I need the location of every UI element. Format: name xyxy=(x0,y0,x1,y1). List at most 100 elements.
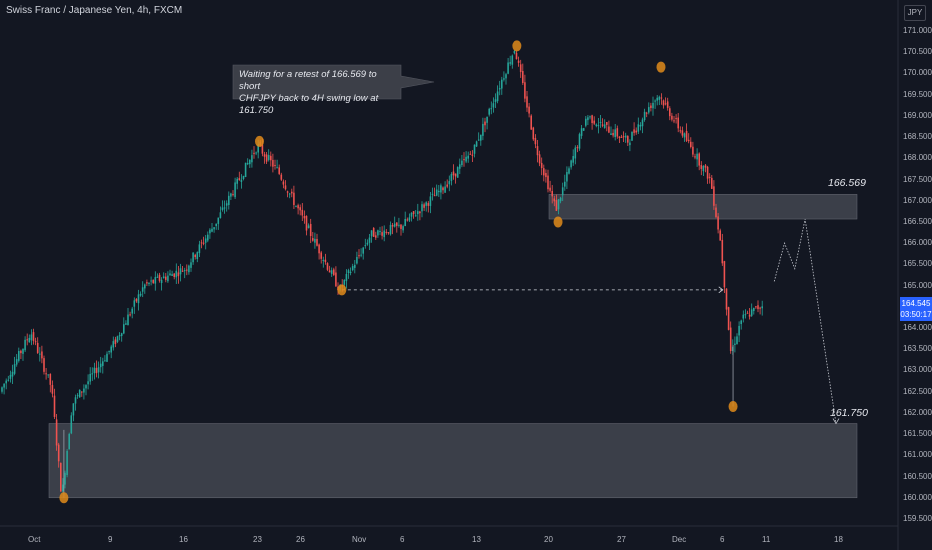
price-tick-label: 170.000 xyxy=(903,68,932,78)
currency-button[interactable]: JPY xyxy=(904,5,926,21)
candle-body xyxy=(744,314,747,316)
candle-body xyxy=(643,111,646,120)
candle-body xyxy=(738,325,740,336)
candle-body xyxy=(55,419,58,446)
time-tick-label: 20 xyxy=(544,535,553,544)
time-tick-label: 26 xyxy=(296,535,305,544)
candle-body xyxy=(381,232,383,236)
candle-body xyxy=(597,125,600,127)
candle-body xyxy=(358,255,360,257)
candle-body xyxy=(482,123,484,136)
time-tick-label: 6 xyxy=(720,535,725,544)
price-tick-label: 169.500 xyxy=(903,89,932,99)
annotation-callout[interactable]: Waiting for a retest of 166.569 to short… xyxy=(233,65,401,116)
candle-body xyxy=(706,166,709,179)
price-tick-label: 169.000 xyxy=(903,110,932,120)
candle-body xyxy=(734,343,736,345)
candle-body xyxy=(442,187,444,191)
price-tick-label: 163.500 xyxy=(903,344,932,354)
candle-body xyxy=(631,131,633,141)
candle-body xyxy=(385,231,388,233)
candle-body xyxy=(263,154,266,157)
candle-body xyxy=(438,190,440,193)
candle-body xyxy=(131,308,133,314)
ray-arrowhead xyxy=(718,286,724,294)
candle-body xyxy=(517,60,520,63)
candle-body xyxy=(234,182,236,198)
candle-body xyxy=(9,374,12,379)
candle-body xyxy=(387,232,390,234)
candle-body xyxy=(49,373,52,385)
candle-body xyxy=(110,346,112,353)
candle-body xyxy=(467,155,469,159)
candle-body xyxy=(135,298,138,302)
candle-body xyxy=(62,484,64,492)
candle-body xyxy=(650,105,652,108)
candle-body xyxy=(627,136,629,143)
candle-body xyxy=(194,254,196,258)
candle-body xyxy=(727,307,730,330)
candle-body xyxy=(249,159,251,165)
candle-body xyxy=(534,137,537,145)
candle-body xyxy=(127,314,129,326)
candle-body xyxy=(755,306,757,308)
candle-body xyxy=(3,383,5,388)
candle-body xyxy=(95,367,98,374)
candle-body xyxy=(673,120,675,122)
bar-countdown: 03:50:17 xyxy=(900,310,932,319)
candle-body xyxy=(91,373,94,375)
candle-body xyxy=(320,252,322,259)
candle-body xyxy=(307,225,310,229)
candle-body xyxy=(349,271,352,273)
candle-body xyxy=(64,472,66,485)
candle-body xyxy=(419,211,421,214)
candle-body xyxy=(53,395,56,417)
candle-body xyxy=(555,200,558,211)
candle-body xyxy=(702,165,705,172)
price-tick-label: 166.000 xyxy=(903,238,932,248)
time-tick-label: 9 xyxy=(108,535,113,544)
price-tick-label: 167.500 xyxy=(903,174,932,184)
candle-body xyxy=(400,224,402,229)
candle-body xyxy=(265,154,268,162)
candle-body xyxy=(36,342,39,353)
candle-body xyxy=(167,275,169,282)
candle-body xyxy=(692,146,694,155)
candle-body xyxy=(599,122,602,124)
candle-body xyxy=(139,293,142,296)
candle-body xyxy=(18,351,20,361)
price-tick-label: 168.000 xyxy=(903,153,932,163)
candle-body xyxy=(165,276,167,280)
candle-body xyxy=(251,155,253,163)
candle-body xyxy=(288,193,291,195)
candle-body xyxy=(129,314,131,316)
candle-body xyxy=(112,341,115,348)
candle-body xyxy=(511,55,514,65)
candle-body xyxy=(209,229,211,234)
candle-body xyxy=(328,270,331,273)
candle-body xyxy=(587,117,589,121)
candle-body xyxy=(396,222,398,226)
candle-body xyxy=(393,223,396,227)
candle-body xyxy=(267,155,270,160)
candle-body xyxy=(740,320,742,325)
candle-body xyxy=(614,129,616,137)
candle-body xyxy=(532,127,535,140)
candle-body xyxy=(366,242,369,245)
candle-body xyxy=(223,207,226,209)
candle-body xyxy=(704,165,707,168)
last-price-value: 164.545 xyxy=(901,299,931,308)
candle-body xyxy=(454,173,457,177)
candle-body xyxy=(106,353,108,362)
candle-body xyxy=(169,273,171,276)
candle-body xyxy=(162,276,165,279)
candle-body xyxy=(114,339,117,344)
candle-body xyxy=(284,185,287,190)
candle-body xyxy=(156,276,159,278)
candle-body xyxy=(192,252,194,263)
candle-body xyxy=(236,178,238,184)
candle-body xyxy=(230,193,232,197)
candle-body xyxy=(305,215,308,231)
chart-title: Swiss Franc / Japanese Yen, 4h, FXCM xyxy=(6,5,183,16)
